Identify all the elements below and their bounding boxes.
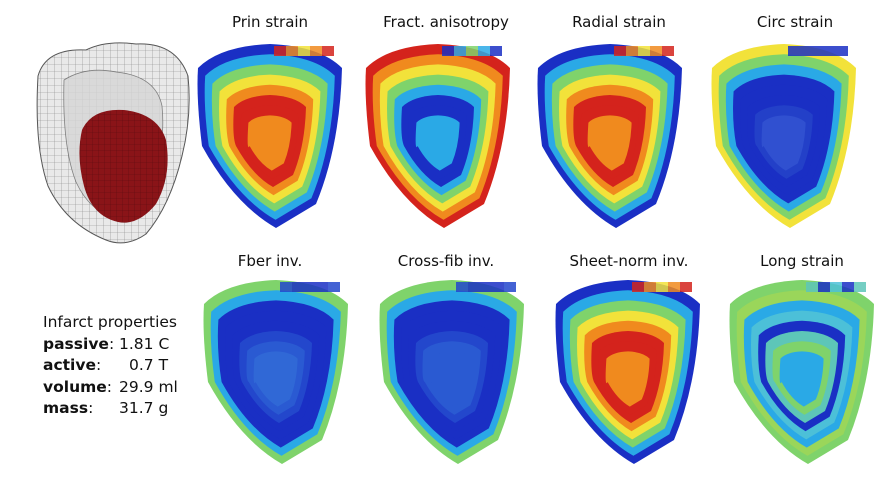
heart-rim-block [310, 46, 322, 56]
panel-title-cross-fib-inv: Cross-fib inv. [397, 252, 495, 270]
infarct-sep: : [96, 356, 102, 374]
panel-title-radial-strain: Radial strain [572, 13, 666, 31]
heart-rim-block [442, 46, 454, 56]
heart-rim-block [800, 46, 812, 56]
infarct-properties-heading: Infarct properties [43, 313, 178, 331]
heart-rim-block [824, 46, 836, 56]
heart-rim-block [304, 282, 316, 292]
heart-ring-8 [429, 351, 474, 407]
heart-rim-block [662, 46, 674, 56]
panel-title-sheet-norm-inv: Sheet-norm inv. [569, 252, 689, 270]
heart-rim-block [492, 282, 504, 292]
heart-rim-block [656, 282, 668, 292]
heart-map-fract-anisotropy [365, 44, 510, 228]
heart-rim-block [456, 282, 468, 292]
infarct-key-passive: passive [43, 334, 109, 353]
heart-rim-block [854, 282, 866, 292]
heart-map-prin-strain [197, 44, 342, 228]
heart-rim-block [680, 282, 692, 292]
heart-mesh-with-infarct [36, 42, 190, 244]
heart-ring-8 [605, 351, 650, 407]
panel-title-circ-strain: Circ strain [756, 13, 834, 31]
panel-title-fiber-inv: Fber inv. [237, 252, 303, 270]
heart-rim-block [490, 46, 502, 56]
heart-map-long-strain [729, 280, 874, 464]
heart-rim-block [274, 46, 286, 56]
heart-rim-block [638, 46, 650, 56]
infarct-value-mass: 31.7 g [119, 399, 169, 417]
infarct-value-passive: 1.81 C [119, 334, 170, 353]
heart-rim-block [632, 282, 644, 292]
heart-rim-block [292, 282, 304, 292]
heart-rim-block [328, 282, 340, 292]
panel-title-fract-anisotropy: Fract. anisotropy [383, 13, 509, 31]
heart-ring-8 [253, 351, 298, 407]
infarct-sep: : [88, 399, 94, 417]
heart-rim-block [830, 282, 842, 292]
infarct-region [79, 109, 168, 223]
heart-rim-block [280, 282, 292, 292]
heart-map-cross-fib-inv [379, 280, 524, 464]
heart-rim-block [842, 282, 854, 292]
heart-ring-8 [415, 115, 460, 171]
infarct-value-active: 0.7 T [129, 356, 169, 374]
heart-rim-block [806, 282, 818, 292]
heart-ring-8 [587, 115, 632, 171]
heart-rim-block [614, 46, 626, 56]
infarct-row-passive: passive: 1.81 C [43, 334, 177, 356]
infarct-key-mass: mass [43, 399, 89, 417]
heart-map-fiber-inv [203, 280, 348, 464]
heart-rim-block [322, 46, 334, 56]
infarct-key-volume: volume [43, 377, 107, 396]
heart-rim-block [478, 46, 490, 56]
heart-rim-block [468, 282, 480, 292]
infarct-key-active: active [43, 356, 96, 374]
heart-rim-block [818, 282, 830, 292]
infarct-properties: Infarct properties passive: 1.81 C activ… [43, 312, 178, 420]
infarct-value-volume: 29.9 ml [119, 377, 178, 396]
heart-rim-block [504, 282, 516, 292]
heart-rim-block [286, 46, 298, 56]
heart-rim-block [644, 282, 656, 292]
infarct-row-active: active: 0.7 T [43, 355, 177, 377]
heart-rim-block [480, 282, 492, 292]
infarct-sep: : [106, 377, 112, 396]
infarct-row-volume: volume: 29.9 ml [43, 377, 178, 399]
heart-rim-block [298, 46, 310, 56]
heart-rim-block [668, 282, 680, 292]
heart-rim-block [316, 282, 328, 292]
heart-ring-8 [761, 115, 806, 171]
heart-rim-block [650, 46, 662, 56]
infarct-sep: : [108, 334, 115, 353]
heart-map-sheet-norm-inv [555, 280, 700, 464]
heart-rim-block [454, 46, 466, 56]
panel-title-prin-strain: Prin strain [231, 13, 309, 31]
heart-rim-block [836, 46, 848, 56]
panel-title-long-strain: Long strain [760, 252, 844, 270]
heart-map-circ-strain [711, 44, 856, 228]
heart-rim-block [812, 46, 824, 56]
heart-map-radial-strain [537, 44, 682, 228]
infarct-row-mass: mass: 31.7 g [43, 398, 177, 420]
heart-rim-block [466, 46, 478, 56]
heart-rim-block [788, 46, 800, 56]
heart-rim-block [626, 46, 638, 56]
heart-ring-8 [247, 115, 292, 171]
heart-ring-8 [779, 351, 824, 407]
